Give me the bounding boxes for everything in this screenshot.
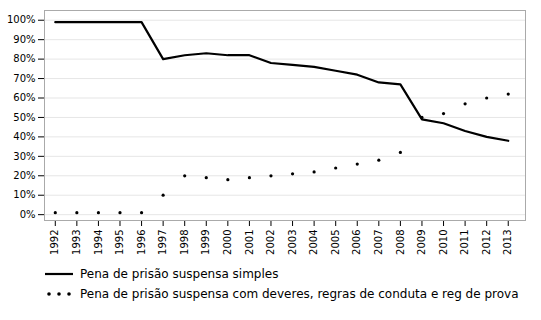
svg-text:90%: 90% xyxy=(13,34,35,45)
svg-text:2008: 2008 xyxy=(395,230,406,255)
svg-text:2003: 2003 xyxy=(287,230,298,255)
svg-text:30%: 30% xyxy=(13,151,35,162)
svg-text:1997: 1997 xyxy=(157,230,168,255)
svg-text:10%: 10% xyxy=(13,189,35,200)
html-text:Pena de prisão suspensa simple: Pena de prisão suspensa simples xyxy=(80,267,279,281)
svg-text:2013: 2013 xyxy=(502,230,513,255)
svg-text:2002: 2002 xyxy=(265,230,276,255)
svg-text:2005: 2005 xyxy=(330,230,341,255)
svg-text:1995: 1995 xyxy=(114,230,125,255)
svg-text:2007: 2007 xyxy=(373,230,384,255)
svg-text:80%: 80% xyxy=(13,53,35,64)
svg-text:2009: 2009 xyxy=(416,230,427,255)
svg-text:2012: 2012 xyxy=(481,230,492,255)
svg-text:20%: 20% xyxy=(13,170,35,181)
svg-text:1992: 1992 xyxy=(49,230,60,255)
svg-text:100%: 100% xyxy=(7,14,36,25)
svg-text:2000: 2000 xyxy=(222,230,233,255)
svg-text:1994: 1994 xyxy=(93,230,104,255)
svg-text:70%: 70% xyxy=(13,73,35,84)
svg-text:2001: 2001 xyxy=(244,230,255,255)
svg-text:2011: 2011 xyxy=(459,230,470,255)
html-text:Pena de prisão suspensa com de: Pena de prisão suspensa com deveres, reg… xyxy=(80,287,519,301)
svg-text:1993: 1993 xyxy=(71,230,82,255)
svg-text:1996: 1996 xyxy=(136,230,147,255)
svg-text:2004: 2004 xyxy=(308,230,319,255)
svg-text:40%: 40% xyxy=(13,131,35,142)
svg-text:0%: 0% xyxy=(20,209,36,220)
svg-text:1999: 1999 xyxy=(200,230,211,255)
svg-text:50%: 50% xyxy=(13,112,35,123)
svg-text:1998: 1998 xyxy=(179,230,190,255)
svg-text:60%: 60% xyxy=(13,92,35,103)
svg-text:2006: 2006 xyxy=(351,230,362,255)
svg-text:2010: 2010 xyxy=(438,230,449,255)
